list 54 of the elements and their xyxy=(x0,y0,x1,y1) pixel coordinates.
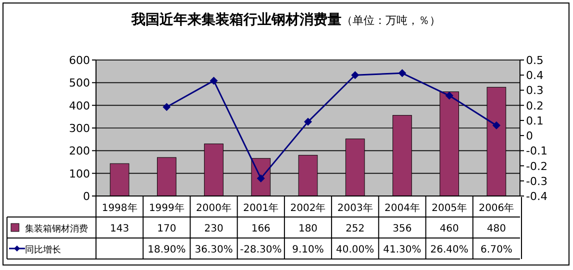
y-tick-label: 300 xyxy=(69,122,90,135)
x-tick-label: 1999年 xyxy=(148,202,184,214)
x-tick-label: 2002年 xyxy=(290,202,326,214)
legend-label: 同比增长 xyxy=(25,244,61,256)
point xyxy=(445,92,454,100)
y2-tick-label: -0.4 xyxy=(526,190,548,203)
data-label: -28.30% xyxy=(240,244,282,256)
data-label: 26.40% xyxy=(430,244,468,256)
data-label: 41.30% xyxy=(383,244,422,256)
y2-tick-label: 0.5 xyxy=(526,54,544,67)
data-label: 180 xyxy=(298,224,318,234)
point xyxy=(398,69,406,78)
x-tick-label: 2004年 xyxy=(384,202,420,214)
data-label: 252 xyxy=(346,224,365,234)
point xyxy=(256,174,265,182)
data-label: 9.10% xyxy=(292,244,324,256)
point xyxy=(210,76,218,85)
y2-tick-label: 0 xyxy=(526,130,533,143)
y-tick-label: 600 xyxy=(69,54,90,67)
y2-tick-label: -0.3 xyxy=(526,174,548,188)
x-tick-label: 1998年 xyxy=(102,202,138,214)
data-label: 40.00% xyxy=(336,244,374,256)
point xyxy=(351,71,360,80)
data-label: 166 xyxy=(251,224,270,234)
y2-tick-label: -0.1 xyxy=(526,144,548,158)
y-tick-label: 400 xyxy=(69,99,90,112)
x-tick-label: 2000年 xyxy=(196,202,232,214)
y2-tick-label: 0.4 xyxy=(526,69,544,82)
data-label: 143 xyxy=(110,224,130,234)
x-tick-label: 2001年 xyxy=(243,202,279,214)
chart-subtitle: （单位：万吨，％） xyxy=(342,14,440,27)
y2-tick-label: -0.2 xyxy=(526,160,548,173)
data-label: 356 xyxy=(392,224,412,234)
data-label: 18.90% xyxy=(148,244,186,256)
data-label: 6.70% xyxy=(480,244,512,256)
x-tick-label: 2006年 xyxy=(478,202,514,214)
y-tick-label: 500 xyxy=(69,76,90,90)
y-tick-label: 100 xyxy=(69,167,90,180)
data-label: 170 xyxy=(157,224,176,234)
x-tick-label: 2005年 xyxy=(432,202,468,214)
point xyxy=(304,118,312,126)
x-tick-label: 2003年 xyxy=(337,202,373,214)
y2-tick-label: 0.1 xyxy=(526,114,544,128)
data-label: 230 xyxy=(204,224,224,234)
point xyxy=(492,121,500,130)
y-tick-label: 0 xyxy=(83,190,90,203)
point xyxy=(162,102,171,111)
data-label: 36.30% xyxy=(194,244,233,256)
data-label: 460 xyxy=(440,224,459,234)
legend-label: 集装箱钢材消费 xyxy=(25,224,88,234)
data-label: 480 xyxy=(486,224,506,234)
y-tick-label: 200 xyxy=(69,144,90,158)
y2-tick-label: 0.2 xyxy=(526,99,544,112)
y2-tick-label: 0.3 xyxy=(526,84,544,98)
